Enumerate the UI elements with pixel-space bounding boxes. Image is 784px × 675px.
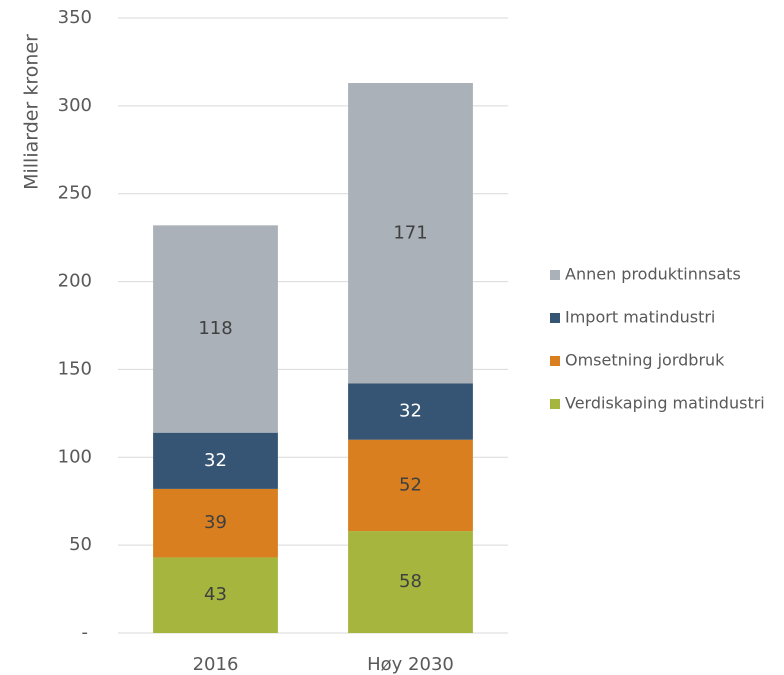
bar-segment [153,225,278,433]
legend-label: Annen produktinnsats [565,265,741,284]
data-label: 39 [204,512,227,533]
y-tick-label: 350 [58,7,92,28]
x-tick-label: 2016 [193,654,239,675]
data-label: 171 [393,222,427,243]
bar-segment [153,557,278,633]
legend-swatch [550,313,560,323]
data-label: 52 [399,474,422,495]
data-label: 43 [204,584,227,605]
legend-swatch [550,356,560,366]
data-label: 118 [198,318,232,339]
y-tick-label: 50 [69,534,92,555]
bar-segment [348,83,473,384]
x-tick-label: Høy 2030 [367,654,454,675]
legend-swatch [550,270,560,280]
y-tick-label: - [82,622,89,643]
legend-label: Verdiskaping matindustri [565,394,765,413]
data-label: 32 [399,401,422,422]
legend-label: Omsetning jordbruk [565,351,725,370]
data-label: 32 [204,450,227,471]
legend-label: Import matindustri [565,308,715,327]
y-axis-label: Milliarder kroner [21,34,43,190]
data-label: 58 [399,571,422,592]
y-tick-label: 200 [58,271,92,292]
bar-segment [153,488,278,558]
y-tick-label: 250 [58,183,92,204]
y-tick-label: 300 [58,95,92,116]
bar-segment [348,531,473,633]
y-tick-label: 100 [58,446,92,467]
y-tick-label: 150 [58,358,92,379]
bar-segment [348,383,473,440]
legend-swatch [550,399,560,409]
bar-segment [348,439,473,532]
bar-segment [153,432,278,489]
